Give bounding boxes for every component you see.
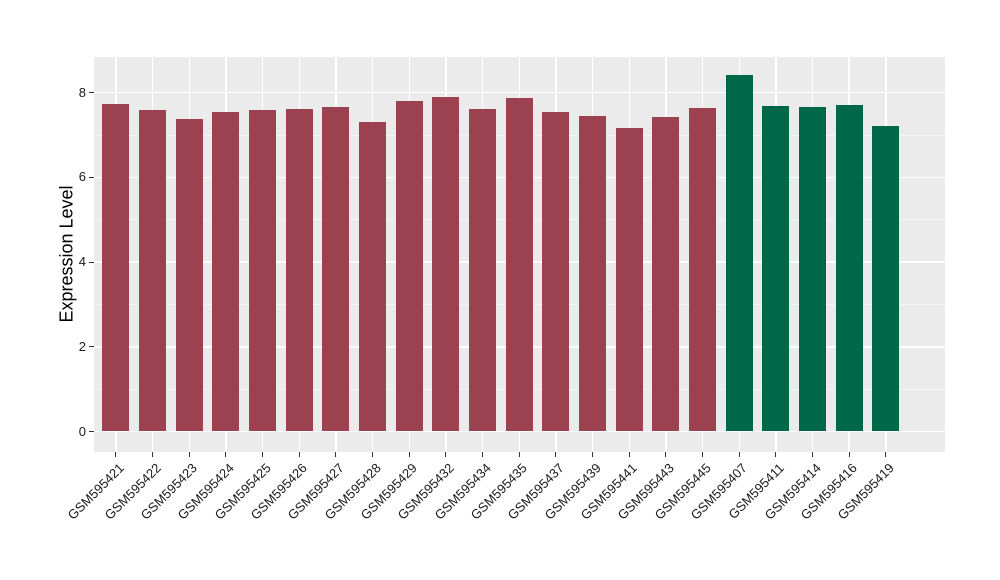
bar xyxy=(285,108,313,432)
bar xyxy=(725,74,753,432)
bar xyxy=(872,126,900,432)
x-axis-tick xyxy=(225,451,227,457)
bar xyxy=(139,110,167,432)
plot-panel xyxy=(94,57,945,452)
x-axis-tick xyxy=(335,451,337,457)
x-axis-tick xyxy=(592,451,594,457)
x-axis-tick xyxy=(372,451,374,457)
bar xyxy=(542,111,570,432)
x-axis-tick xyxy=(188,451,190,457)
x-axis-tick xyxy=(775,451,777,457)
x-axis-tick xyxy=(702,451,704,457)
bar xyxy=(212,111,240,432)
bar xyxy=(579,116,607,432)
bar xyxy=(322,107,350,432)
bar xyxy=(175,118,203,432)
bar xyxy=(835,104,863,432)
y-tick-label: 4 xyxy=(78,254,86,270)
bar xyxy=(652,117,680,432)
bar xyxy=(505,98,533,432)
bar xyxy=(689,107,717,432)
x-axis-tick xyxy=(152,451,154,457)
y-tick-label: 0 xyxy=(78,423,86,439)
x-axis-tick xyxy=(115,451,117,457)
y-axis-tick xyxy=(89,176,94,178)
x-axis-tick xyxy=(482,451,484,457)
y-axis-tick xyxy=(89,261,94,263)
bar xyxy=(249,110,277,432)
x-axis-tick xyxy=(848,451,850,457)
x-axis-tick xyxy=(298,451,300,457)
x-axis-tick xyxy=(518,451,520,457)
y-axis-tick xyxy=(89,346,94,348)
x-axis-tick xyxy=(445,451,447,457)
y-tick-label: 6 xyxy=(78,169,86,185)
bar xyxy=(615,127,643,432)
bar xyxy=(469,109,497,432)
x-axis-tick xyxy=(738,451,740,457)
x-axis-tick xyxy=(628,451,630,457)
bar xyxy=(102,103,130,432)
x-axis-tick xyxy=(555,451,557,457)
y-axis-tick xyxy=(89,92,94,94)
x-axis-tick xyxy=(262,451,264,457)
bar xyxy=(432,97,460,432)
bar xyxy=(762,105,790,432)
bar xyxy=(359,122,387,432)
y-tick-label: 2 xyxy=(78,338,86,354)
y-axis-tick xyxy=(89,431,94,432)
x-axis-tick xyxy=(885,451,887,457)
x-axis-tick xyxy=(408,451,410,457)
x-axis-tick xyxy=(812,451,814,457)
x-axis-tick xyxy=(665,451,667,457)
bar xyxy=(395,100,423,432)
bar xyxy=(799,107,827,432)
y-tick-label: 8 xyxy=(78,84,86,100)
